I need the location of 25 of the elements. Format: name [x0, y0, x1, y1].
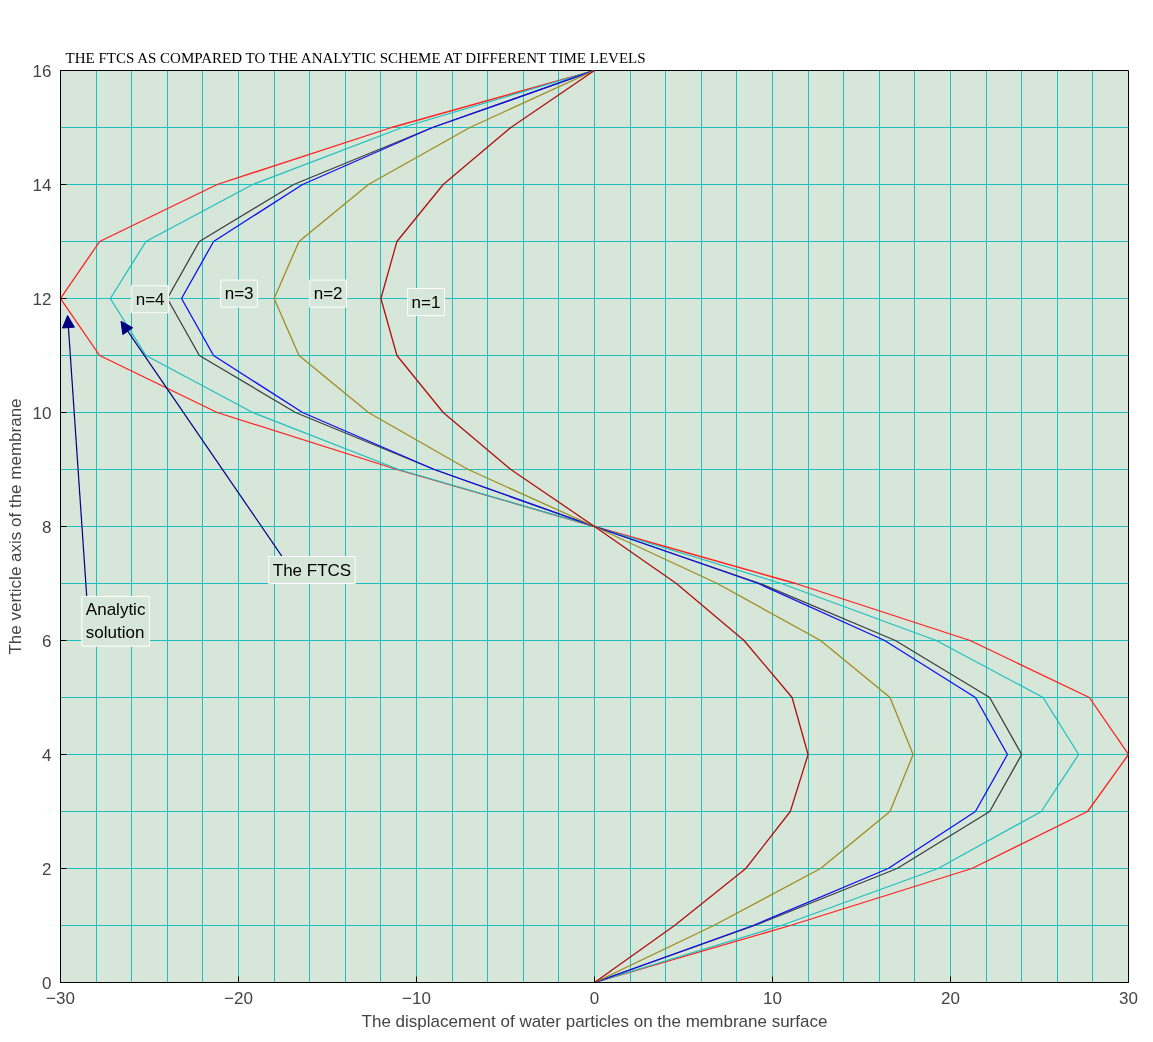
- y-tick-label: 2: [42, 859, 52, 879]
- chart-title: THE FTCS AS COMPARED TO THE ANALYTIC SCHEME AT DIFFERENT TIME LEVELS: [65, 49, 646, 66]
- annotation: The FTCS: [272, 560, 352, 580]
- y-tick-label: 4: [42, 745, 52, 765]
- y-tick-label: 10: [32, 403, 52, 423]
- y-tick-label: 14: [32, 175, 52, 195]
- annotation: n=1: [411, 292, 441, 312]
- y-tick-label: 6: [42, 631, 52, 651]
- x-tick-label: −20: [224, 988, 253, 1008]
- line-series: [273, 70, 914, 983]
- y-tick-label: 16: [32, 61, 52, 81]
- annotation: Analytic solution: [85, 600, 146, 643]
- x-tick-label: 10: [763, 988, 782, 1008]
- annotation: n=4: [135, 289, 165, 309]
- x-tick-label: −10: [402, 988, 431, 1008]
- x-tick-label: 0: [589, 988, 600, 1008]
- y-tick-label: 8: [42, 517, 52, 537]
- annotation: n=3: [224, 284, 254, 304]
- y-axis-title: The verticle axis of the membrane: [5, 398, 25, 655]
- line-series: [380, 70, 809, 983]
- x-tick-label: 20: [941, 988, 960, 1008]
- y-tick-label: 12: [32, 289, 52, 309]
- x-axis-title: The displacement of water particles on the membrane surface: [361, 1011, 828, 1031]
- annotation: n=2: [313, 284, 343, 304]
- x-tick-label: 30: [1119, 988, 1138, 1008]
